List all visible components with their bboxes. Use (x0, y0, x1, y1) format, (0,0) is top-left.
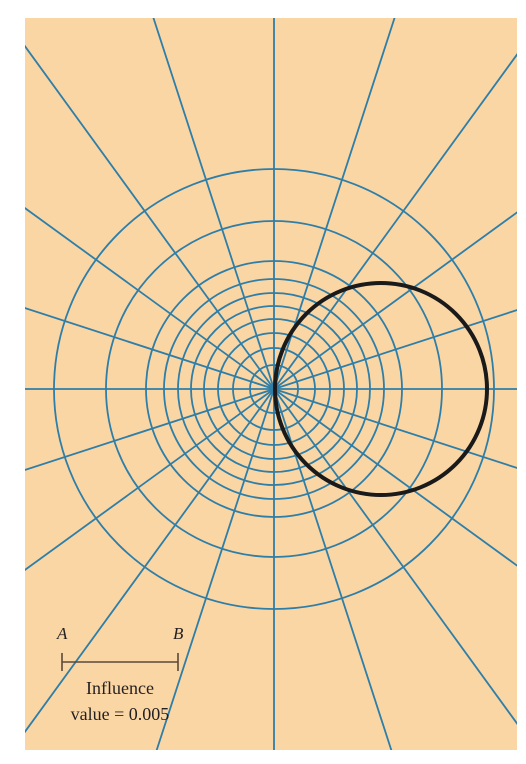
influence-ray (155, 388, 275, 750)
influence-ray (25, 307, 275, 390)
scale-label-b: B (173, 624, 184, 643)
influence-caption-line2: value = 0.005 (71, 704, 170, 724)
influence-ray (273, 388, 393, 750)
influence-ray (25, 388, 275, 734)
influence-ray (25, 206, 275, 390)
influence-ray (25, 44, 275, 390)
influence-ray (273, 18, 396, 390)
influence-ray (273, 388, 517, 725)
foundation-outline-circle (273, 281, 489, 497)
influence-ray (25, 388, 275, 572)
influence-ray (273, 211, 517, 390)
influence-caption-line1: Influence (86, 678, 154, 698)
influence-ray (273, 53, 517, 390)
influence-ray (25, 388, 275, 471)
influence-ray (273, 388, 517, 567)
scale-bar: A B (56, 624, 184, 671)
influence-ray (273, 388, 517, 469)
influence-ray (152, 18, 275, 390)
influence-ray (273, 309, 517, 390)
scale-label-a: A (56, 624, 68, 643)
